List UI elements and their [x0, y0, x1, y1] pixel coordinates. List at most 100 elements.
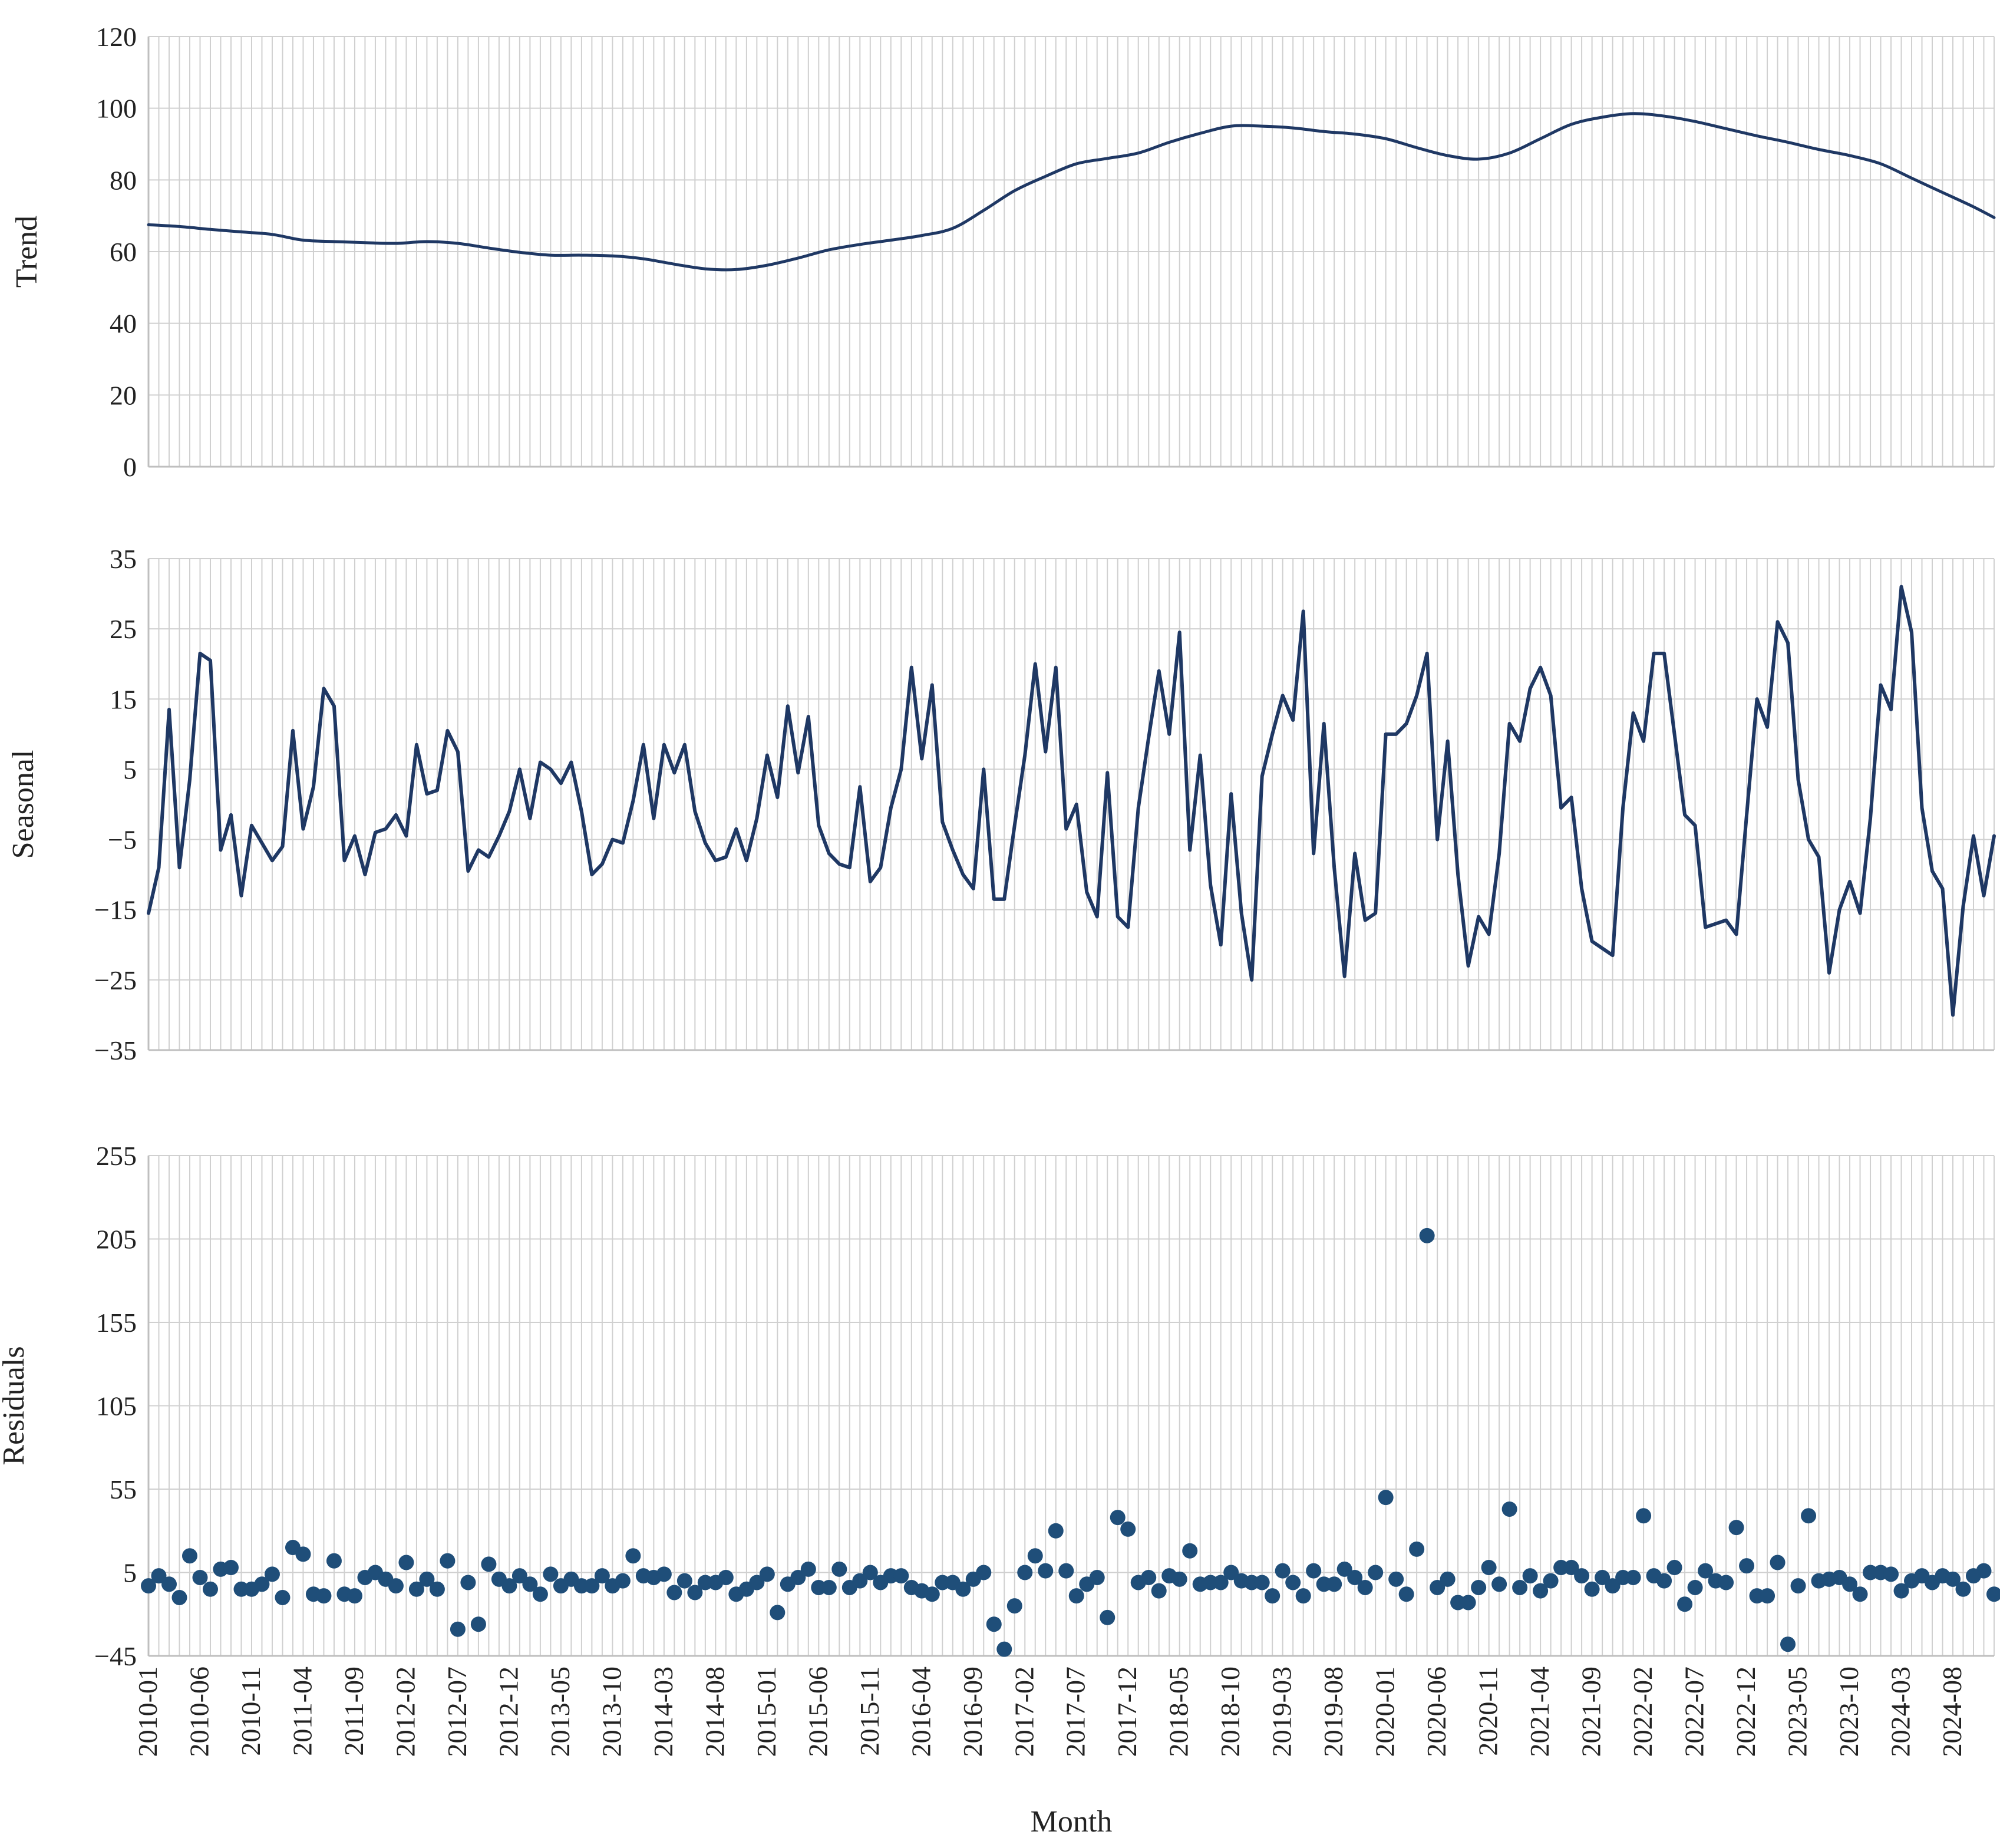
- residual-point: [1171, 1571, 1187, 1587]
- residual-point: [986, 1616, 1002, 1632]
- residual-point: [141, 1578, 156, 1594]
- residual-point: [996, 1641, 1012, 1657]
- x-tick-label: 2020-11: [1473, 1666, 1503, 1756]
- x-tick-label: 2019-03: [1267, 1666, 1297, 1757]
- residual-point: [1770, 1555, 1786, 1570]
- trend-line: [147, 112, 1996, 272]
- residual-point: [1471, 1579, 1487, 1595]
- residuals-y-tick-label: 255: [96, 1141, 137, 1171]
- x-tick-label: 2018-10: [1215, 1666, 1245, 1757]
- residual-point: [1595, 1569, 1610, 1585]
- seasonal-y-ticks: −35 −25 −15 −5 5 15 25 35: [94, 544, 137, 1065]
- x-tick-label: 2011-09: [339, 1666, 369, 1756]
- seasonal-y-tick-label: −5: [108, 825, 137, 855]
- x-tick-label: 2016-09: [958, 1666, 988, 1757]
- residual-point: [171, 1589, 187, 1605]
- x-tick-label: 2017-07: [1061, 1666, 1091, 1757]
- residuals-y-tick-label: 5: [123, 1558, 137, 1588]
- residual-point: [202, 1581, 218, 1597]
- x-tick-label: 2015-11: [854, 1666, 885, 1756]
- residual-point: [1790, 1578, 1806, 1594]
- x-tick-label: 2024-03: [1886, 1666, 1916, 1757]
- x-tick-label: 2014-08: [699, 1666, 730, 1757]
- seasonal-y-tick-label: −25: [94, 965, 137, 995]
- x-tick-label: 2015-01: [751, 1666, 781, 1757]
- trend-y-tick-label: 40: [110, 309, 137, 339]
- x-tick-label: 2019-08: [1318, 1666, 1348, 1757]
- residual-point: [1336, 1561, 1352, 1577]
- residual-point: [1481, 1560, 1497, 1576]
- residual-point: [1543, 1573, 1559, 1589]
- residuals-y-axis-label: Residuals: [0, 1346, 31, 1465]
- residual-point: [893, 1568, 909, 1584]
- residual-point: [419, 1571, 435, 1587]
- residual-point: [1068, 1588, 1084, 1604]
- x-tick-label: 2010-06: [184, 1666, 214, 1757]
- residual-point: [1419, 1227, 1435, 1243]
- residual-point: [408, 1581, 424, 1597]
- seasonal-panel: −35 −25 −15 −5 5 15 25 35 Seasonal: [6, 544, 1996, 1065]
- x-tick-label: 2022-12: [1731, 1666, 1761, 1757]
- residual-point: [749, 1575, 765, 1590]
- trend-y-axis-label: Trend: [10, 216, 44, 288]
- residual-point: [264, 1566, 280, 1582]
- residual-point: [852, 1573, 868, 1589]
- residual-point: [295, 1546, 311, 1562]
- residual-point: [1718, 1575, 1734, 1590]
- residual-point: [656, 1566, 672, 1582]
- x-tick-label: 2018-05: [1164, 1666, 1194, 1757]
- residual-point: [1842, 1576, 1858, 1592]
- residual-point: [759, 1566, 775, 1582]
- residual-point: [275, 1589, 291, 1605]
- trend-y-tick-label: 60: [110, 237, 137, 267]
- residual-point: [346, 1588, 362, 1604]
- residual-point: [1955, 1581, 1971, 1597]
- residual-point: [1522, 1568, 1538, 1584]
- trend-y-tick-label: 0: [123, 452, 137, 482]
- residual-point: [1945, 1571, 1961, 1587]
- x-axis-label: Month: [1031, 1805, 1113, 1839]
- residual-point: [1223, 1565, 1239, 1580]
- trend-panel: 0 20 40 60 80 100 120 Trend: [10, 22, 1996, 482]
- seasonal-y-tick-label: 15: [110, 684, 137, 714]
- residual-point: [1182, 1543, 1198, 1559]
- residual-point: [831, 1561, 847, 1577]
- residual-point: [1687, 1579, 1703, 1595]
- residual-point: [821, 1579, 837, 1595]
- residual-point: [1780, 1636, 1796, 1652]
- residual-point: [1976, 1563, 1992, 1579]
- residuals-y-tick-label: 105: [96, 1391, 137, 1421]
- residual-point: [1501, 1501, 1517, 1517]
- residual-point: [192, 1569, 208, 1585]
- residual-point: [429, 1581, 445, 1597]
- residuals-y-tick-label: 205: [96, 1225, 137, 1255]
- residual-point: [1285, 1575, 1301, 1590]
- residual-point: [532, 1586, 548, 1602]
- x-tick-label: 2012-07: [442, 1666, 472, 1757]
- residual-point: [316, 1588, 332, 1604]
- residual-point: [1801, 1508, 1817, 1524]
- residual-point: [1006, 1598, 1022, 1614]
- x-tick-label: 2020-01: [1370, 1666, 1400, 1757]
- seasonal-grid: [147, 558, 1995, 1051]
- residual-point: [1027, 1548, 1043, 1564]
- residual-point: [1636, 1508, 1652, 1524]
- residual-point: [666, 1585, 682, 1600]
- residuals-y-tick-label: 155: [96, 1308, 137, 1338]
- residual-point: [1213, 1575, 1229, 1590]
- residual-point: [1563, 1560, 1579, 1576]
- residual-point: [151, 1568, 167, 1584]
- residual-point: [676, 1573, 692, 1589]
- residual-point: [1141, 1569, 1157, 1585]
- residuals-y-tick-label: −45: [94, 1641, 137, 1671]
- residual-point: [481, 1556, 497, 1572]
- x-tick-label: 2021-04: [1524, 1666, 1555, 1757]
- trend-grid: [147, 36, 1995, 468]
- residual-point: [1089, 1569, 1105, 1585]
- residual-point: [1574, 1568, 1590, 1584]
- residuals-points: [141, 1227, 2000, 1657]
- residual-point: [1739, 1558, 1755, 1574]
